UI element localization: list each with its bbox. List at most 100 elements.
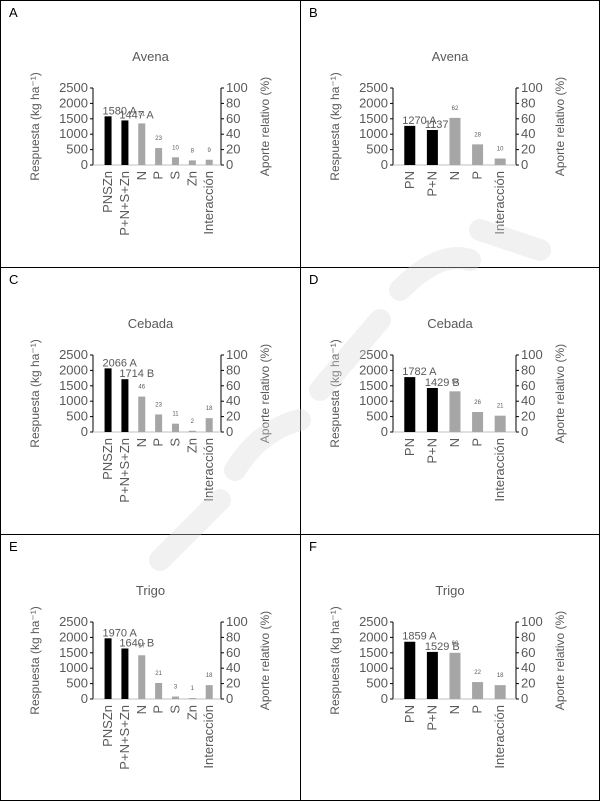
right-tick-label: 20: [521, 142, 535, 157]
category-label: N: [447, 171, 462, 180]
panel-letter: A: [9, 5, 18, 20]
category-label: N: [134, 171, 149, 180]
bar-N: [449, 391, 461, 432]
data-label: 1270 A: [402, 115, 437, 127]
bar-Zn: [188, 160, 196, 165]
bar-P+N+S+Zn: [121, 648, 129, 699]
left-tick-label: 0: [381, 691, 388, 706]
bar-Zn: [188, 430, 196, 432]
y2-axis-label: Aporte relativo (%): [258, 611, 272, 710]
bar-chart: 05001000150020002500020406080100Respuest…: [328, 72, 567, 235]
bar-P: [155, 682, 163, 699]
category-label: PNSZn: [100, 705, 115, 747]
chart-panel-A: A Avena 0 500 1000 1500 2000 2500 0 20 40 60 80 100 Re…: [0, 0, 301, 268]
right-tick-label: 60: [521, 645, 535, 660]
data-label: 2: [191, 419, 195, 425]
right-tick-label: 100: [226, 614, 248, 629]
category-label: P: [470, 171, 485, 180]
bar-PN: [404, 377, 416, 432]
chart-title: Trigo: [135, 583, 166, 598]
left-tick-label: 2000: [359, 362, 388, 377]
left-tick-label: 2500: [359, 614, 388, 629]
panel-letter: E: [9, 539, 18, 554]
right-tick-label: 40: [521, 126, 535, 141]
y-axis-label: Respuesta (kg ha⁻¹): [328, 339, 342, 447]
left-tick-label: 1500: [359, 645, 388, 660]
data-label: 62: [452, 106, 459, 112]
category-label: N: [447, 705, 462, 714]
category-label: P+N+S+Zn: [117, 171, 132, 236]
left-tick-label: 0: [381, 424, 388, 439]
left-tick-label: 2500: [59, 347, 88, 362]
y-axis-label: Respuesta (kg ha⁻¹): [328, 606, 342, 714]
right-tick-label: 20: [226, 142, 240, 157]
left-tick-label: 2500: [59, 614, 88, 629]
left-tick-label: 1500: [59, 645, 88, 660]
left-tick-label: 2500: [359, 347, 388, 362]
chart-panel-D: D Cebada 0 500 1000 1500 2000 2500 0 20 40 60 80 100 R…: [300, 267, 600, 535]
category-label: Interacción: [492, 705, 507, 769]
bar-P: [472, 144, 484, 165]
data-label: 21: [497, 404, 504, 410]
category-label: P: [151, 438, 166, 447]
left-tick-label: 2000: [59, 95, 88, 110]
left-tick-label: 0: [81, 691, 88, 706]
category-label: Zn: [184, 438, 199, 453]
bar-P+N: [426, 387, 438, 432]
category-label: N: [134, 705, 149, 714]
right-tick-label: 40: [521, 393, 535, 408]
y2-axis-label: Aporte relativo (%): [258, 344, 272, 443]
right-tick-label: 80: [226, 362, 240, 377]
category-label: P+N+S+Zn: [117, 438, 132, 503]
data-label: 23: [155, 136, 162, 142]
right-tick-label: 20: [226, 409, 240, 424]
left-tick-label: 0: [381, 157, 388, 172]
chart-panel-C: C Cebada 0 500 1000 1500 2000 2500 0 20 40 60 80 100 R…: [0, 267, 301, 535]
data-label: 51: [138, 111, 145, 117]
category-label: PN: [402, 705, 417, 723]
left-tick-label: 1500: [359, 378, 388, 393]
category-label: P: [151, 171, 166, 180]
category-label: Zn: [184, 705, 199, 720]
right-tick-label: 100: [521, 347, 543, 362]
right-tick-label: 80: [521, 95, 535, 110]
category-label: N: [134, 438, 149, 447]
chart-title: Avena: [132, 49, 169, 64]
data-label: 22: [474, 670, 481, 676]
data-label: 1640 B: [119, 637, 154, 649]
data-label: 1447 A: [119, 109, 154, 121]
bar-Interacción: [205, 418, 213, 432]
chart-title: Avena: [431, 49, 469, 64]
bar-P: [472, 411, 484, 432]
right-tick-label: 0: [521, 157, 528, 172]
right-tick-label: 100: [521, 614, 543, 629]
left-tick-label: 500: [366, 142, 388, 157]
left-tick-label: 1500: [59, 378, 88, 393]
right-tick-label: 100: [521, 80, 543, 95]
data-label: 46: [138, 385, 145, 391]
category-label: PNSZn: [100, 171, 115, 213]
y-axis-label: Respuesta (kg ha⁻¹): [28, 606, 42, 714]
left-tick-label: 1000: [59, 126, 88, 141]
data-label: 1782 A: [402, 366, 437, 378]
left-tick-label: 1000: [59, 393, 88, 408]
chart-panel-E: E Trigo 0 500 1000 1500 2000 2500 0 20 40 60 80 100 Re…: [0, 534, 301, 801]
data-label: 2066 A: [103, 357, 138, 369]
bar-Interacción: [205, 685, 213, 699]
right-tick-label: 80: [226, 629, 240, 644]
left-tick-label: 500: [66, 676, 88, 691]
category-label: Interacción: [201, 171, 216, 235]
left-tick-label: 1500: [359, 111, 388, 126]
right-tick-label: 0: [226, 691, 233, 706]
category-label: P+N+S+Zn: [117, 705, 132, 770]
bar-chart: 05001000150020002500020406080100Respuest…: [28, 606, 272, 770]
data-label: 21: [155, 671, 162, 677]
bar-chart: 05001000150020002500020406080100Respuest…: [28, 72, 272, 236]
category-label: PN: [402, 171, 417, 189]
bar-Zn: [188, 698, 196, 699]
right-tick-label: 60: [226, 645, 240, 660]
right-tick-label: 100: [226, 80, 248, 95]
category-label: Zn: [184, 171, 199, 186]
category-label: Interacción: [492, 171, 507, 235]
bar-PN: [404, 125, 416, 165]
